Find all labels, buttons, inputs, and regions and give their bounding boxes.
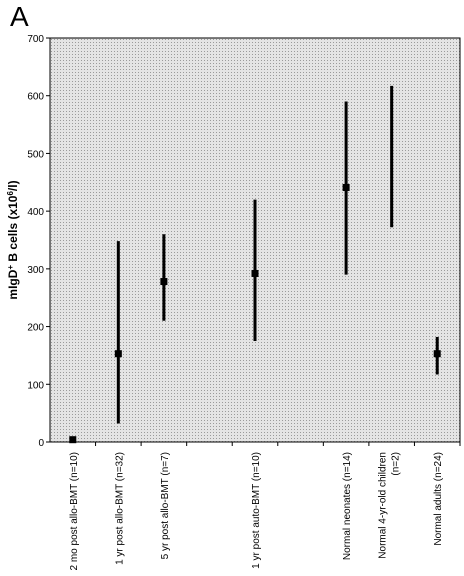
x-tick-label: (n=2) <box>391 452 402 476</box>
x-tick-label: Normal neonates (n=14) <box>342 452 353 560</box>
x-tick-label: Normal adults (n=24) <box>433 452 444 546</box>
y-tick-label: 400 <box>27 207 44 218</box>
y-label-part: /l) <box>6 180 20 191</box>
x-tick-label: 5 yr post allo-BMT (n=7) <box>160 452 171 559</box>
y-tick-label: 100 <box>27 380 44 391</box>
y-tick-label: 300 <box>27 265 44 276</box>
mean-marker <box>251 269 259 277</box>
y-label-part: mIgD <box>6 269 20 299</box>
mean-marker <box>433 350 441 358</box>
mean-marker <box>342 183 350 191</box>
x-tick-label: 2 mo post allo-BMT (n=10) <box>69 452 80 570</box>
x-tick-label: Normal 4-yr-old children <box>378 452 389 559</box>
y-label-sup: 6 <box>6 191 15 196</box>
x-tick-label: 1 yr post allo-BMT (n=32) <box>114 452 125 565</box>
x-tick-label: 1 yr post auto-BMT (n=10) <box>251 452 262 569</box>
y-tick-label: 600 <box>27 92 44 103</box>
y-tick-label: 0 <box>38 438 44 449</box>
mean-marker <box>114 350 122 358</box>
y-tick-label: 700 <box>27 34 44 45</box>
y-tick-label: 500 <box>27 149 44 160</box>
mean-marker <box>160 278 168 286</box>
y-tick-label: 200 <box>27 323 44 334</box>
y-label-sup: + <box>6 265 15 270</box>
y-label-part: B cells (x10 <box>6 195 20 265</box>
y-axis-label: mIgD+ B cells (x106/l) <box>6 180 20 299</box>
mean-marker <box>69 436 77 444</box>
panel-label: A <box>10 1 29 32</box>
